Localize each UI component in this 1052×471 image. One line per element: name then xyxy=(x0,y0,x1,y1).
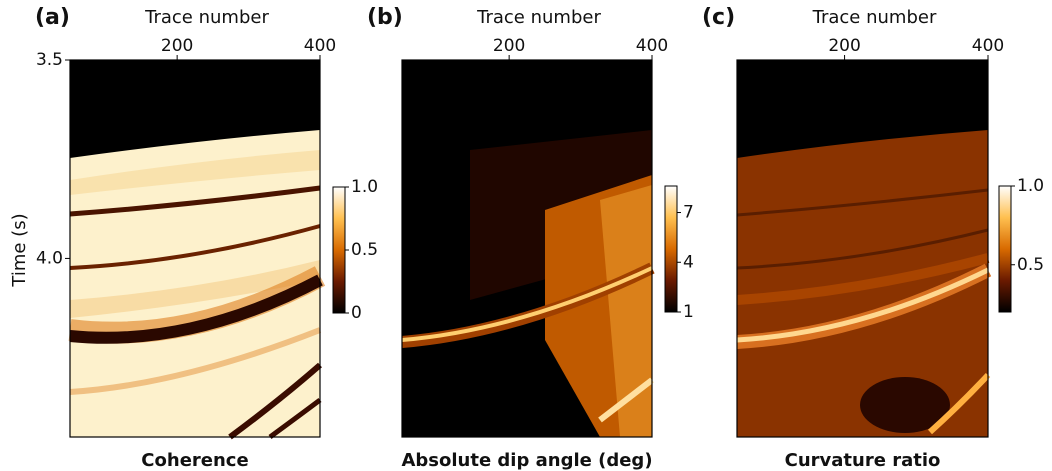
x-tick-label: 400 xyxy=(636,36,668,56)
colorbar-tick-label: 0 xyxy=(351,303,362,323)
panel-label: (a) xyxy=(35,5,70,30)
x-axis-label: Trace number xyxy=(476,7,601,28)
panel-title: Coherence xyxy=(141,450,248,471)
coherence-image xyxy=(68,60,326,440)
dip-angle-image xyxy=(401,60,655,437)
colorbar-tick-label: 0.5 xyxy=(1017,255,1044,275)
y-tick-label: 4.0 xyxy=(36,248,63,268)
x-axis-label: Trace number xyxy=(144,7,269,28)
panel-label: (c) xyxy=(702,5,735,30)
x-tick-label: 200 xyxy=(493,36,525,56)
plot-frame xyxy=(401,59,653,438)
colorbar-tick-label: 0.5 xyxy=(351,240,378,260)
panel-title: Curvature ratio xyxy=(785,450,941,471)
colorbar xyxy=(332,186,346,314)
colorbar-tick-label: 4 xyxy=(683,252,694,272)
plot-frame xyxy=(736,59,989,438)
y-tick-label: 3.5 xyxy=(36,50,63,70)
panel-title: Absolute dip angle (deg) xyxy=(401,450,652,471)
colorbar xyxy=(664,185,678,313)
colorbar-tick-label: 1 xyxy=(683,302,694,322)
x-tick-label: 400 xyxy=(972,36,1004,56)
x-tick-label: 200 xyxy=(161,36,193,56)
curvature-image xyxy=(736,60,992,437)
x-tick-label: 400 xyxy=(304,36,336,56)
colorbar xyxy=(998,185,1012,313)
colorbar-tick-label: 1.0 xyxy=(351,177,378,197)
panel-label: (b) xyxy=(367,5,403,30)
x-axis-label: Trace number xyxy=(812,7,937,28)
plot-frame xyxy=(69,59,321,438)
colorbar-tick-label: 1.0 xyxy=(1017,176,1044,196)
x-tick-label: 200 xyxy=(828,36,860,56)
y-axis-label: Time (s) xyxy=(9,213,30,287)
colorbar-tick-label: 7 xyxy=(683,203,694,223)
